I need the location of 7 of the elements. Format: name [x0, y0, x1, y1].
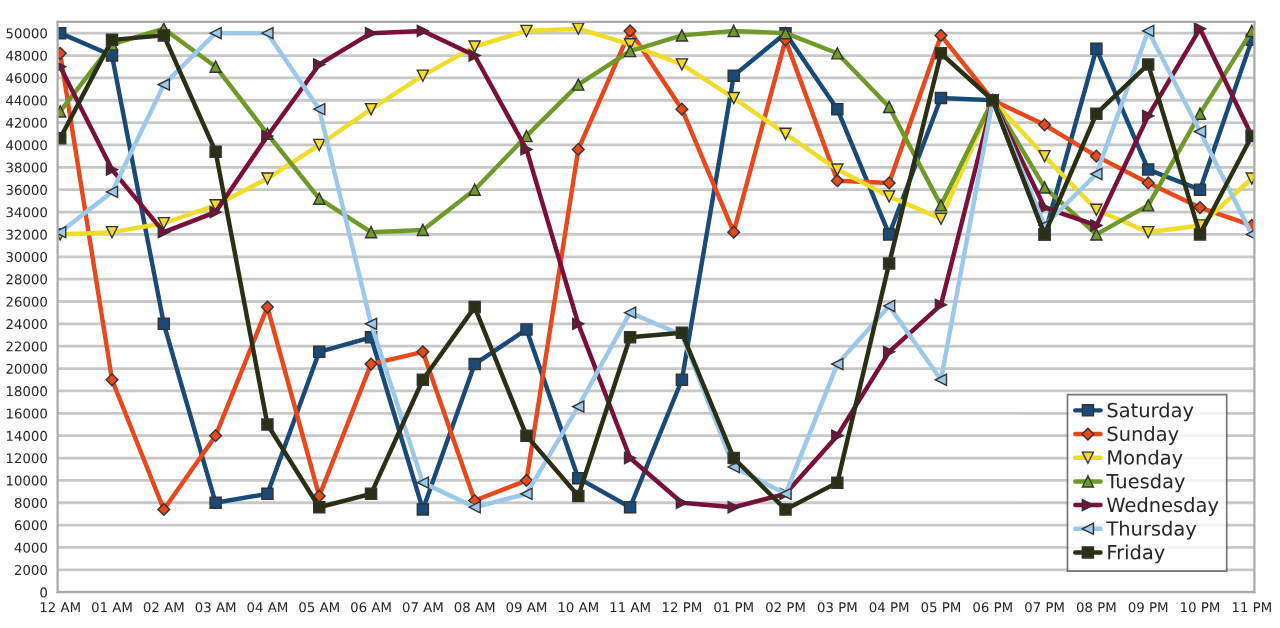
legend-label: Thursday — [1106, 520, 1197, 540]
legend-label: Wednesday — [1107, 497, 1219, 516]
legend-label: Monday — [1108, 449, 1183, 469]
legend-label: Sunday — [1107, 426, 1179, 445]
legend-label: Friday — [1108, 544, 1165, 564]
legend-label: Tuesday — [1106, 473, 1185, 493]
legend-label: Saturday — [1107, 402, 1194, 422]
